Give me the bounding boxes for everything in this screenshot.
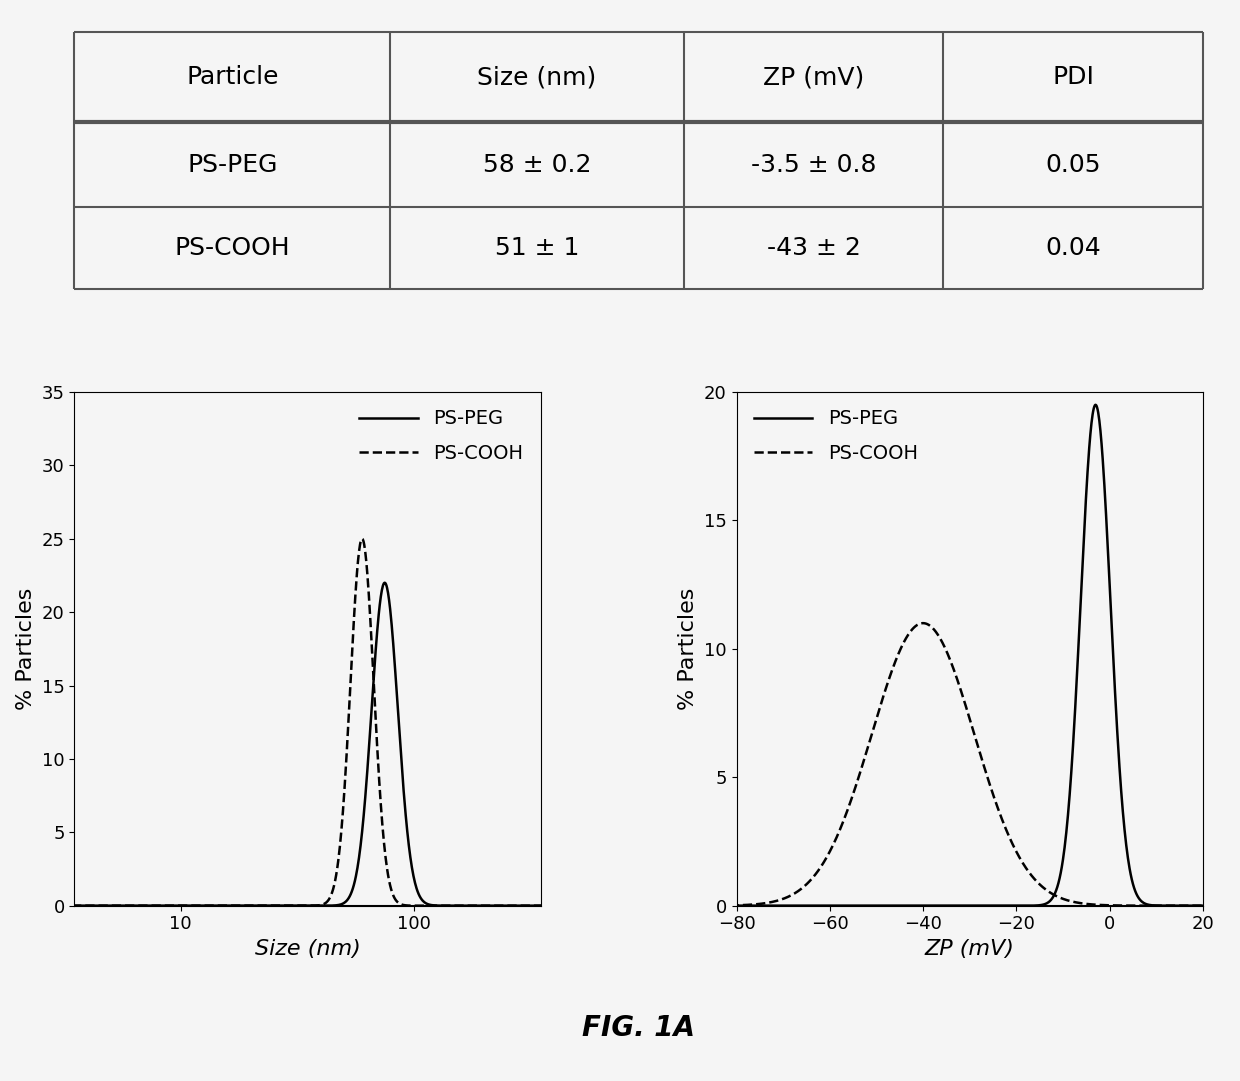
PS-COOH [1120,899,1135,912]
PS-PEG [1130,889,1145,902]
PS-COOH [456,899,471,912]
PS-COOH [915,616,930,629]
Text: 0.04: 0.04 [1045,236,1101,261]
PS-COOH [279,899,294,912]
PS-PEG [1087,398,1102,411]
Text: FIG. 1A: FIG. 1A [582,1014,696,1042]
Text: 58 ± 0.2: 58 ± 0.2 [482,152,591,176]
PS-COOH [682,899,697,912]
PS-COOH [739,898,754,911]
Text: ZP (mV): ZP (mV) [763,65,864,90]
Text: Size (nm): Size (nm) [477,65,596,90]
PS-COOH [408,899,423,912]
Legend: PS-PEG, PS-COOH: PS-PEG, PS-COOH [746,402,926,471]
Legend: PS-PEG, PS-COOH: PS-PEG, PS-COOH [351,402,531,471]
PS-COOH [260,899,275,912]
Text: PS-COOH: PS-COOH [175,236,290,261]
PS-PEG [456,899,471,912]
PS-PEG [1066,721,1081,734]
PS-COOH [930,627,945,640]
Line: PS-PEG: PS-PEG [689,404,1240,906]
PS-COOH [1130,899,1145,912]
X-axis label: Size (nm): Size (nm) [254,939,361,959]
Y-axis label: % Particles: % Particles [678,588,698,710]
Text: PS-PEG: PS-PEG [187,152,278,176]
Text: -3.5 ± 0.8: -3.5 ± 0.8 [750,152,877,176]
PS-PEG [465,899,480,912]
Line: PS-PEG: PS-PEG [58,583,577,906]
PS-COOH [51,899,66,912]
PS-PEG [104,899,119,912]
PS-PEG [929,899,944,912]
PS-COOH [1068,896,1083,909]
PS-PEG [408,877,423,890]
PS-COOH [355,532,370,545]
Text: PDI: PDI [1052,65,1094,90]
PS-PEG [682,899,697,912]
PS-PEG [909,899,924,912]
PS-COOH [569,899,584,912]
PS-PEG [1120,843,1135,856]
Y-axis label: % Particles: % Particles [16,588,36,710]
Text: 51 ± 1: 51 ± 1 [495,236,579,261]
Line: PS-COOH: PS-COOH [689,623,1240,906]
PS-COOH [104,899,119,912]
PS-PEG [377,576,392,589]
Text: 0.05: 0.05 [1045,152,1101,176]
PS-PEG [279,899,294,912]
PS-PEG [51,899,66,912]
PS-PEG [569,899,584,912]
Text: -43 ± 2: -43 ± 2 [766,236,861,261]
Text: Particle: Particle [186,65,279,90]
PS-PEG [739,899,754,912]
PS-PEG [260,899,275,912]
PS-COOH [465,899,480,912]
X-axis label: ZP (mV): ZP (mV) [925,939,1014,959]
Line: PS-COOH: PS-COOH [58,538,577,906]
PS-COOH [909,619,924,632]
